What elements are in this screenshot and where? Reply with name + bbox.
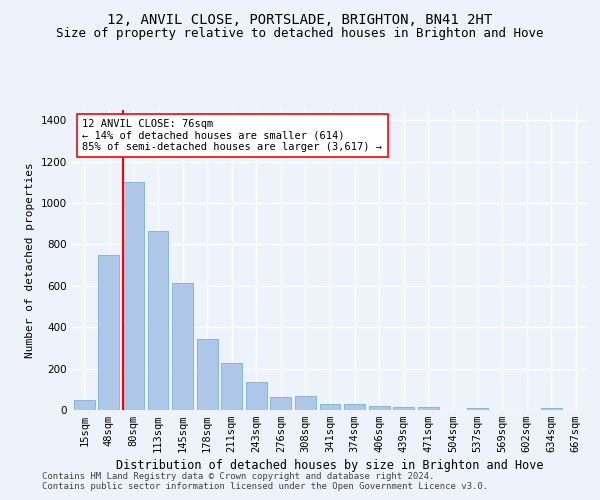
Bar	[74, 400, 95, 410]
Bar	[197, 338, 218, 410]
Bar	[295, 396, 316, 410]
Bar	[467, 408, 488, 410]
Bar	[320, 404, 340, 410]
Bar	[271, 396, 292, 410]
Bar	[98, 255, 119, 410]
Bar	[221, 364, 242, 410]
Bar	[344, 404, 365, 410]
Y-axis label: Number of detached properties: Number of detached properties	[25, 162, 35, 358]
Text: Contains HM Land Registry data © Crown copyright and database right 2024.: Contains HM Land Registry data © Crown c…	[42, 472, 434, 481]
Bar	[246, 382, 267, 410]
Bar	[541, 408, 562, 410]
Text: 12, ANVIL CLOSE, PORTSLADE, BRIGHTON, BN41 2HT: 12, ANVIL CLOSE, PORTSLADE, BRIGHTON, BN…	[107, 12, 493, 26]
Text: Size of property relative to detached houses in Brighton and Hove: Size of property relative to detached ho…	[56, 28, 544, 40]
Bar	[393, 407, 414, 410]
Bar	[368, 406, 389, 410]
Text: Contains public sector information licensed under the Open Government Licence v3: Contains public sector information licen…	[42, 482, 488, 491]
Bar	[172, 283, 193, 410]
Bar	[148, 231, 169, 410]
X-axis label: Distribution of detached houses by size in Brighton and Hove: Distribution of detached houses by size …	[116, 460, 544, 472]
Bar	[418, 407, 439, 410]
Text: 12 ANVIL CLOSE: 76sqm
← 14% of detached houses are smaller (614)
85% of semi-det: 12 ANVIL CLOSE: 76sqm ← 14% of detached …	[82, 119, 382, 152]
Bar	[123, 182, 144, 410]
